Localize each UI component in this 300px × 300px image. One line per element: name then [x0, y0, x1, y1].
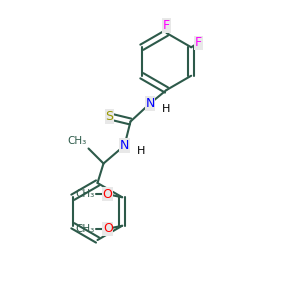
- Text: O: O: [102, 188, 112, 201]
- Text: O: O: [103, 222, 113, 235]
- Text: N: N: [120, 139, 129, 152]
- Text: F: F: [163, 19, 170, 32]
- Text: N: N: [145, 97, 155, 110]
- Text: CH₃: CH₃: [75, 189, 94, 199]
- Text: CH₃: CH₃: [76, 224, 95, 234]
- Text: S: S: [106, 110, 113, 123]
- Text: F: F: [195, 36, 202, 49]
- Text: H: H: [136, 146, 145, 156]
- Text: H: H: [162, 104, 170, 114]
- Text: CH₃: CH₃: [68, 136, 87, 146]
